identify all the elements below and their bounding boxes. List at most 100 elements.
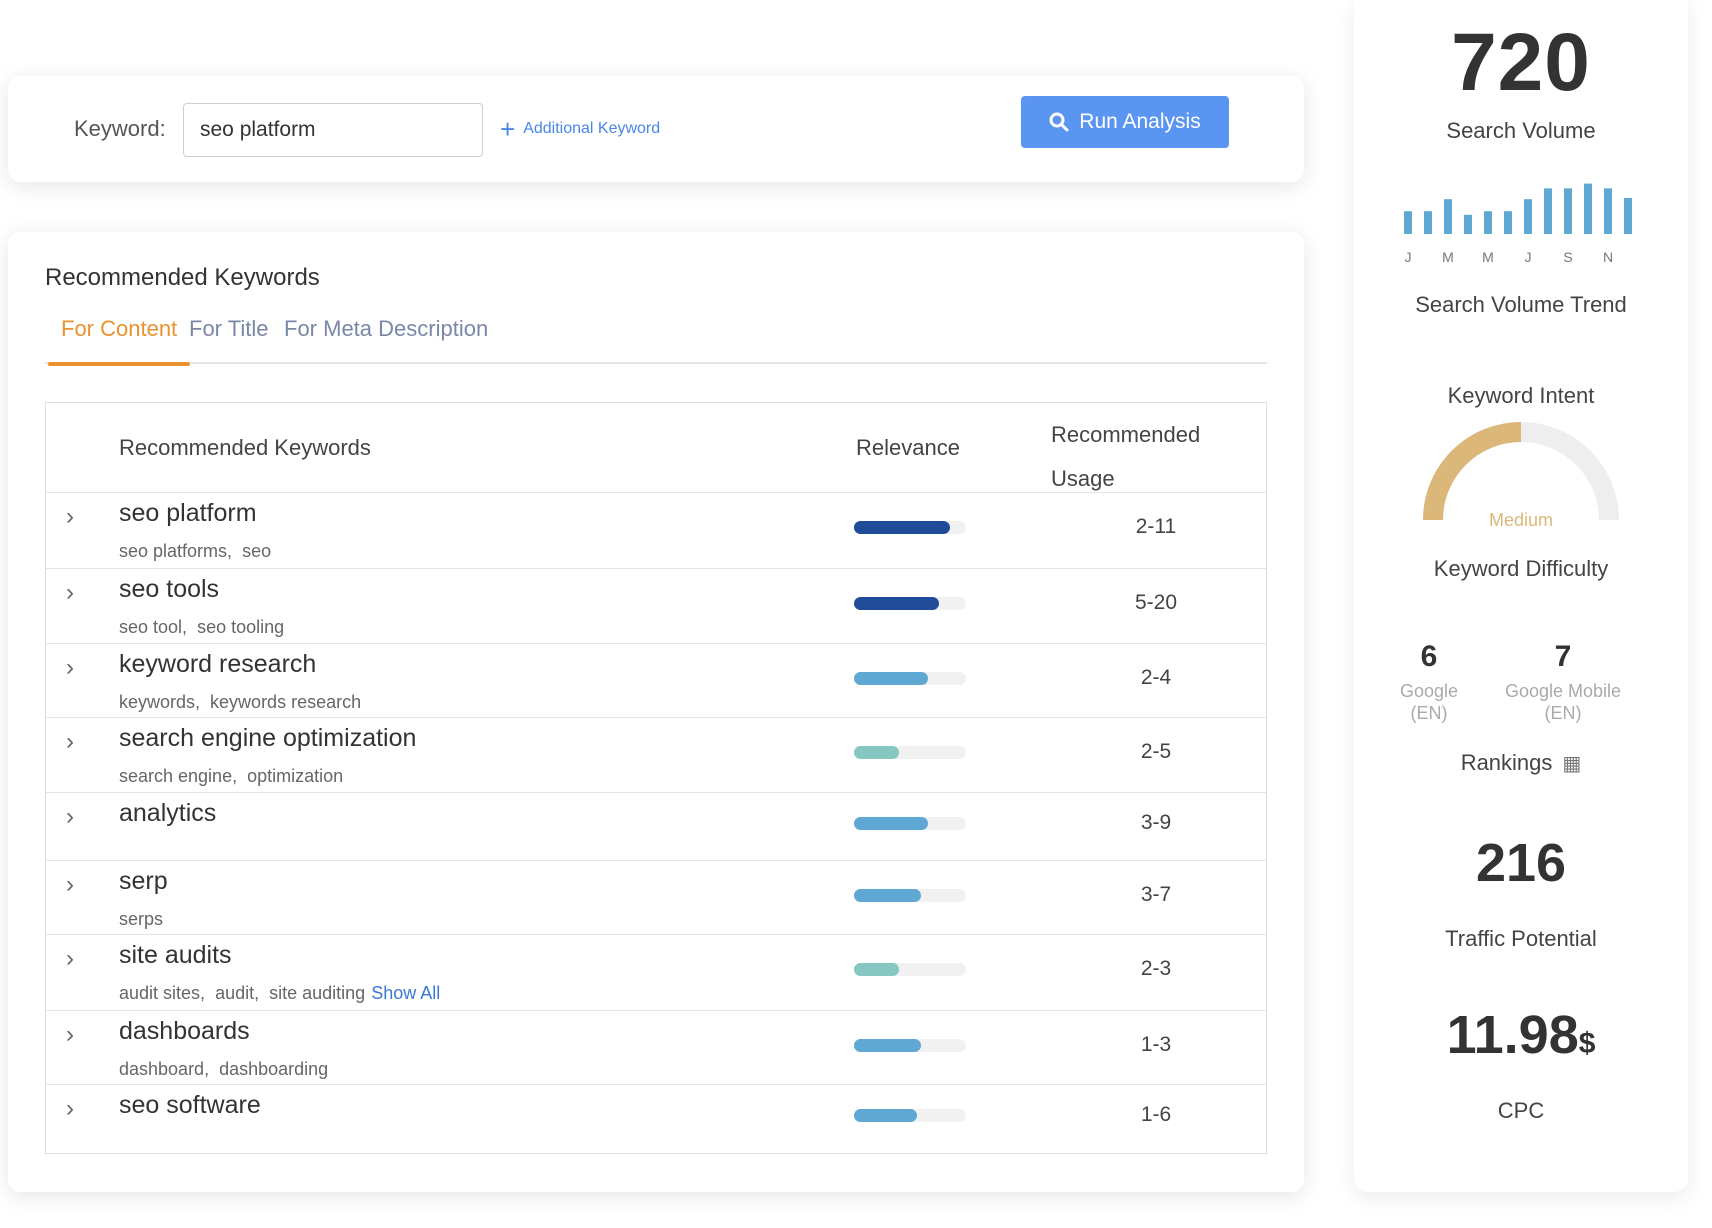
relevance-bar — [854, 1039, 966, 1052]
relevance-bar-fill — [854, 746, 899, 759]
keyword-text: seo platform — [119, 499, 257, 527]
table-row[interactable]: › seo software 1-6 — [46, 1085, 1266, 1155]
keyword-variants: audit sites, audit, site auditing Show All — [119, 983, 440, 1004]
relevance-bar-fill — [854, 597, 939, 610]
keyword-difficulty-gauge: Medium — [1423, 422, 1619, 530]
keyword-input[interactable] — [183, 103, 483, 157]
ranking-google-engine-lang: (EN) — [1410, 703, 1448, 723]
difficulty-level: Medium — [1489, 510, 1553, 530]
keyword-variants: seo tool, seo tooling — [119, 617, 284, 638]
table-row[interactable]: › keyword research keywords, keywords resea… — [46, 644, 1266, 718]
relevance-bar — [854, 817, 966, 830]
ranking-google-mobile-engine-name: Google Mobile — [1504, 681, 1622, 701]
keyword-difficulty-label: Keyword Difficulty — [1433, 556, 1609, 581]
traffic-potential-value: 216 — [1475, 833, 1567, 893]
column-header-usage: Recommended Usage — [1051, 413, 1231, 501]
keyword-text: seo software — [119, 1091, 261, 1119]
keyword-variants: dashboard, dashboarding — [119, 1059, 328, 1080]
keyword-text: site audits — [119, 941, 232, 969]
keyword-variant: dashboard — [119, 1059, 205, 1079]
variant-separator: , — [227, 541, 233, 561]
keyword-variant: dashboarding — [219, 1059, 329, 1079]
chevron-right-icon[interactable]: › — [66, 1021, 74, 1048]
keyword-variant: site auditing — [269, 983, 366, 1003]
chevron-right-icon[interactable]: › — [66, 945, 74, 972]
keyword-variant: seo tooling — [197, 617, 285, 637]
trend-bar — [1544, 188, 1552, 234]
chevron-right-icon[interactable]: › — [66, 803, 74, 830]
variant-separator: , — [182, 617, 188, 637]
variant-separator: , — [204, 1059, 210, 1079]
chevron-right-icon[interactable]: › — [66, 1095, 74, 1122]
keyword-variant: serps — [119, 909, 164, 929]
keyword-text: search engine optimization — [119, 724, 417, 752]
trend-bar — [1424, 211, 1432, 234]
table-icon[interactable]: ▦ — [1562, 752, 1582, 775]
show-all-link[interactable]: Show All — [371, 983, 441, 1003]
cpc-value-row: 11.98$ — [1354, 1004, 1688, 1066]
table-row[interactable]: › seo tools seo tool, seo tooling 5-20 — [46, 569, 1266, 644]
keyword-intent-label: Keyword Intent — [1447, 383, 1595, 408]
relevance-bar — [854, 597, 966, 610]
trend-bar — [1464, 214, 1472, 234]
cpc-value: 11.98 — [1446, 1005, 1579, 1065]
trend-month-label: J — [1405, 249, 1412, 262]
recommended-usage: 2-4 — [1140, 666, 1172, 689]
variant-separator: , — [195, 692, 201, 712]
relevance-bar-fill — [854, 1109, 917, 1122]
rankings-label: Rankings — [1460, 750, 1553, 775]
chevron-right-icon[interactable]: › — [66, 579, 74, 606]
tab-for-content[interactable]: For Content — [47, 316, 191, 366]
trend-month-label: M — [1482, 249, 1494, 262]
relevance-bar — [854, 889, 966, 902]
ranking-google-mobile-engine: Google Mobile (EN) — [1488, 680, 1638, 724]
recommended-usage: 2-3 — [1140, 957, 1172, 980]
trend-bar — [1524, 199, 1532, 234]
keyword-text: dashboards — [119, 1017, 250, 1045]
table-row[interactable]: › search engine optimization search engine… — [46, 718, 1266, 793]
keyword-variant: optimization — [247, 766, 344, 786]
additional-keyword-button[interactable]: + Additional Keyword — [500, 116, 660, 142]
keyword-text: serp — [119, 867, 168, 895]
recommended-usage: 1-6 — [1140, 1103, 1172, 1126]
chevron-right-icon[interactable]: › — [66, 654, 74, 681]
table-row[interactable]: › dashboards dashboard, dashboarding 1-3 — [46, 1011, 1266, 1085]
relevance-bar — [854, 963, 966, 976]
trend-month-label: J — [1525, 249, 1532, 262]
table-row[interactable]: › site audits audit sites, audit, site audit… — [46, 935, 1266, 1011]
chevron-right-icon[interactable]: › — [66, 871, 74, 898]
rankings-label-row: Rankings ▦ — [1354, 750, 1688, 776]
trend-bar — [1584, 183, 1592, 234]
recommended-keywords-card: Recommended Keywords For Content For Tit… — [8, 232, 1304, 1192]
chevron-right-icon[interactable]: › — [66, 503, 74, 530]
keyword-variants: serps — [119, 909, 163, 930]
traffic-potential-label: Traffic Potential — [1445, 926, 1597, 951]
run-analysis-button[interactable]: Run Analysis — [1021, 96, 1229, 148]
keyword-variant: seo — [242, 541, 272, 561]
variant-separator: , — [254, 983, 260, 1003]
section-title: Recommended Keywords — [45, 264, 320, 291]
search-volume-value: 720 — [1451, 17, 1591, 108]
keyword-text: seo tools — [119, 575, 220, 603]
cpc-label: CPC — [1497, 1098, 1545, 1123]
ranking-google-engine-name: Google — [1399, 681, 1459, 701]
relevance-bar-fill — [854, 889, 921, 902]
keyword-text: analytics — [119, 799, 217, 827]
table-row[interactable]: › analytics 3-9 — [46, 793, 1266, 861]
recommended-usage: 3-7 — [1140, 883, 1172, 906]
tab-for-title[interactable]: For Title — [189, 316, 269, 341]
chevron-right-icon[interactable]: › — [66, 728, 74, 755]
trend-month-label: M — [1442, 249, 1454, 262]
ranking-google-mobile-engine-lang: (EN) — [1544, 703, 1582, 723]
variant-separator: , — [232, 766, 238, 786]
keyword-input-card: Keyword: + Additional Keyword Run Analys… — [8, 76, 1304, 182]
keyword-label: Keyword: — [74, 116, 166, 141]
ranking-google-mobile: 7 Google Mobile (EN) — [1488, 640, 1638, 724]
table-row[interactable]: › serp serps 3-7 — [46, 861, 1266, 935]
keyword-variant: keywords — [119, 692, 196, 712]
table-row[interactable]: › seo platform seo platforms, seo 2-11 — [46, 493, 1266, 569]
keyword-variants: seo platforms, seo — [119, 541, 271, 562]
keyword-text: keyword research — [119, 650, 317, 678]
tab-for-meta-description[interactable]: For Meta Description — [284, 316, 489, 341]
keyword-variant: search engine — [119, 766, 233, 786]
